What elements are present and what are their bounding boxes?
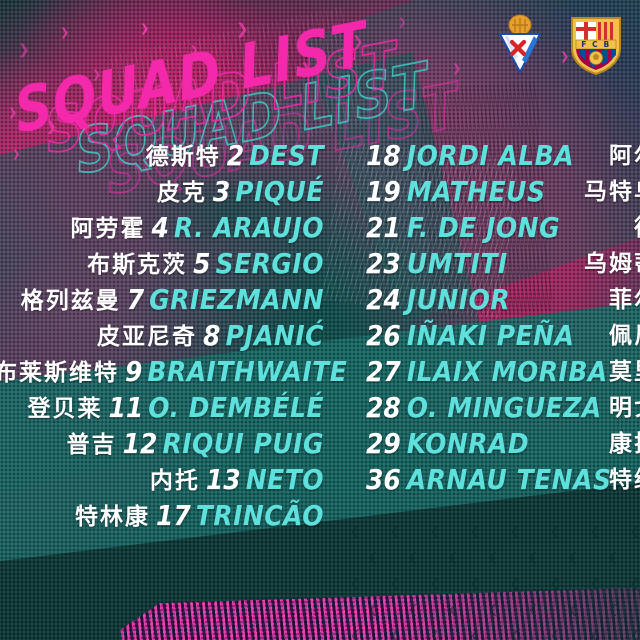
roster-row: 阿劳霍 4 R. ARAUJO: [0, 210, 324, 246]
roster-row: 24JUNIOR 菲尔波: [366, 282, 640, 318]
roster-row: 特林康 17 TRINCÃO: [0, 498, 324, 534]
player-number: 36: [366, 460, 401, 500]
player-name: JORDI ALBA: [407, 136, 574, 176]
player-name: GRIEZMANN: [149, 280, 324, 320]
player-name-cn: 德容: [634, 210, 640, 246]
crest-group: F C B: [496, 14, 624, 76]
roster-row: 18JORDI ALBA 阿尔巴: [366, 138, 640, 174]
player-number: 2: [227, 136, 244, 176]
player-name-cn: 特林康: [75, 504, 150, 530]
player-name-cn: 皮亚尼奇: [97, 324, 197, 350]
roster-column-right: 18JORDI ALBA阿尔巴19MATHEUS马特乌斯21F. DE JONG…: [366, 138, 640, 498]
player-name: O. DEMBÉLÉ: [148, 388, 324, 428]
player-name-cn: 登贝莱: [27, 396, 102, 422]
player-name: RIQUI PUIG: [162, 424, 324, 464]
squad-list-graphic: ❯❯❯❯❯❯❯❯❯❯❯❯❯❯❯❯❮❮❮❮❮❮❮❮❮❮❮❮❮❮❮❮❮❮❮❮❮❮❮❮…: [0, 0, 640, 640]
player-number: 19: [366, 172, 401, 212]
roster-row: 登贝莱 11 O. DEMBÉLÉ: [0, 390, 324, 426]
player-number: 23: [366, 244, 401, 284]
roster-row: 布斯克茨 5 SERGIO: [0, 246, 324, 282]
player-name: KONRAD: [407, 424, 529, 464]
player-name: NETO: [246, 460, 324, 500]
roster-row: 21F. DE JONG 德容: [366, 210, 640, 246]
roster-row: 内托 13 NETO: [0, 462, 324, 498]
player-number: 17: [156, 496, 191, 536]
sd-eibar-crest: [496, 14, 544, 76]
player-name-cn: 马特乌斯: [584, 174, 640, 210]
player-number: 18: [366, 136, 401, 176]
player-name-cn: 莫里巴: [609, 354, 640, 390]
player-number: 26: [366, 316, 401, 356]
player-name-cn: 皮克: [157, 180, 207, 206]
player-name-cn: 布莱斯维特: [0, 360, 119, 386]
roster-row: 26IÑAKI PEÑA 佩尼亚: [366, 318, 640, 354]
player-name: BRAITHWAITE: [147, 352, 347, 392]
player-name-cn: 菲尔波: [609, 282, 640, 318]
player-name: SERGIO: [216, 244, 324, 284]
player-number: 24: [366, 280, 401, 320]
player-number: 8: [203, 316, 220, 356]
player-number: 13: [206, 460, 241, 500]
player-name: F. DE JONG: [407, 208, 560, 248]
roster-row: 皮克 3 PIQUÉ: [0, 174, 324, 210]
roster-row: 普吉 12 RIQUI PUIG: [0, 426, 324, 462]
player-name: JUNIOR: [407, 280, 510, 320]
player-name-cn: 明戈萨: [609, 390, 640, 426]
player-name-cn: 阿尔巴: [609, 138, 640, 174]
player-name: R. ARAUJO: [174, 208, 324, 248]
player-name: IÑAKI PEÑA: [407, 316, 575, 356]
player-name: DEST: [249, 136, 324, 176]
svg-text:F C B: F C B: [581, 40, 611, 49]
player-number: 29: [366, 424, 401, 464]
player-number: 27: [366, 352, 401, 392]
catalan-stripes: [596, 22, 616, 40]
roster-row: 格列兹曼 7 GRIEZMANN: [0, 282, 324, 318]
player-name: MATHEUS: [407, 172, 546, 212]
roster-row: 皮亚尼奇 8 PJANIĆ: [0, 318, 324, 354]
player-name: PJANIĆ: [225, 316, 324, 356]
roster-row: 德斯特 2 DEST: [0, 138, 324, 174]
fc-barcelona-crest: F C B: [568, 14, 624, 76]
roster-row: 29KONRAD 康拉德: [366, 426, 640, 462]
player-name-cn: 乌姆蒂蒂: [584, 246, 640, 282]
player-number: 5: [193, 244, 210, 284]
roster-column-left: 德斯特 2 DEST 皮克 3 PIQUÉ 阿劳霍 4 R. ARAUJO 布斯克茨 5 SERGIO…: [0, 138, 324, 534]
player-name: UMTITI: [407, 244, 508, 284]
roster-row: 23UMTITI 乌姆蒂蒂: [366, 246, 640, 282]
roster-row: 36ARNAU TENAS特纳斯: [366, 462, 640, 498]
roster-row: 布莱斯维特 9 BRAITHWAITE: [0, 354, 324, 390]
player-name-cn: 布斯克茨: [87, 252, 187, 278]
roster-row: 28O. MINGUEZA明戈萨: [366, 390, 640, 426]
player-number: 12: [123, 424, 158, 464]
player-name: ILAIX MORIBA: [407, 352, 608, 392]
player-name-cn: 阿劳霍: [71, 216, 146, 242]
player-number: 4: [152, 208, 169, 248]
player-name-cn: 佩尼亚: [609, 318, 640, 354]
roster: 德斯特 2 DEST 皮克 3 PIQUÉ 阿劳霍 4 R. ARAUJO 布斯克茨 5 SERGIO…: [0, 0, 640, 640]
player-number: 7: [127, 280, 144, 320]
player-name-cn: 德斯特: [146, 144, 221, 170]
player-name: PIQUÉ: [235, 172, 324, 212]
player-name-cn: 特纳斯: [609, 462, 640, 498]
player-number: 11: [108, 388, 143, 428]
player-number: 9: [125, 352, 142, 392]
player-number: 28: [366, 388, 401, 428]
player-number: 21: [366, 208, 401, 248]
player-number: 3: [213, 172, 230, 212]
player-name-cn: 内托: [150, 468, 200, 494]
player-name-cn: 康拉德: [609, 426, 640, 462]
player-name: O. MINGUEZA: [407, 388, 602, 428]
roster-row: 27ILAIX MORIBA莫里巴: [366, 354, 640, 390]
player-name: ARNAU TENAS: [407, 460, 612, 500]
player-name-cn: 格列兹曼: [21, 288, 121, 314]
player-name-cn: 普吉: [67, 432, 117, 458]
roster-row: 19MATHEUS 马特乌斯: [366, 174, 640, 210]
player-name: TRINCÃO: [196, 496, 324, 536]
